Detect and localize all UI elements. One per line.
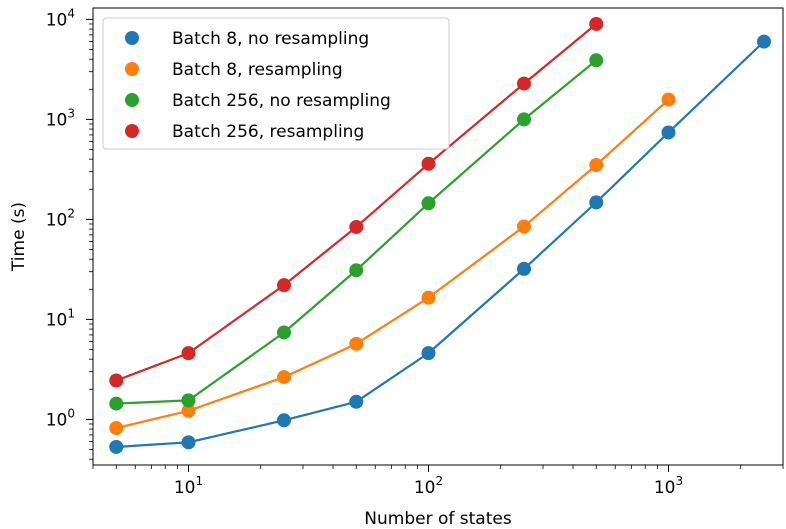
legend-label: Batch 8, no resampling	[172, 29, 369, 49]
data-point	[349, 336, 364, 351]
data-point	[181, 346, 196, 361]
data-point	[589, 157, 604, 172]
data-point	[109, 373, 124, 388]
data-point	[421, 290, 436, 305]
data-point	[661, 125, 676, 140]
legend-marker	[125, 31, 139, 45]
data-point	[756, 34, 771, 49]
series-2	[109, 92, 676, 436]
y-tick-label: 100	[46, 406, 75, 430]
legend-marker	[125, 62, 139, 76]
legend-label: Batch 256, no resampling	[172, 91, 391, 111]
x-tick-label: 103	[654, 474, 683, 498]
legend-box	[102, 17, 450, 150]
data-point	[589, 53, 604, 68]
legend-items: Batch 8, no resampling Batch 8, resamplin…	[125, 29, 391, 142]
series-1	[109, 34, 771, 454]
data-point	[589, 195, 604, 210]
data-point	[517, 76, 532, 91]
data-point	[517, 112, 532, 127]
data-point	[181, 393, 196, 408]
data-point	[277, 325, 292, 340]
y-tick-label: 101	[46, 306, 75, 330]
series-3	[109, 53, 604, 411]
y-tick-label: 104	[46, 6, 75, 30]
legend-label: Batch 8, resampling	[172, 60, 343, 80]
data-point	[421, 156, 436, 171]
data-point	[349, 394, 364, 409]
axes-layer: 101 102 103 100 101 102 103 104	[46, 6, 784, 498]
data-point	[181, 403, 196, 418]
data-point	[517, 219, 532, 234]
series-layer	[109, 16, 771, 454]
data-point	[349, 263, 364, 278]
y-tick-label: 103	[46, 106, 75, 130]
legend-label: Batch 256, resampling	[172, 122, 364, 142]
x-axis-label: Number of states	[364, 509, 512, 529]
data-point	[181, 435, 196, 450]
data-point	[109, 421, 124, 436]
x-tick-label: 102	[414, 474, 443, 498]
plot-frame	[92, 7, 784, 466]
data-point	[109, 439, 124, 454]
data-point	[517, 261, 532, 276]
data-point	[589, 16, 604, 31]
x-tick-label: 101	[174, 474, 203, 498]
series-line	[116, 98, 670, 430]
y-axis-label: Time (s)	[9, 202, 29, 272]
data-point	[349, 219, 364, 234]
data-point	[661, 92, 676, 107]
data-point	[277, 278, 292, 293]
legend-marker	[125, 124, 139, 138]
legend-marker	[125, 93, 139, 107]
y-tick-label: 102	[46, 206, 75, 230]
data-point	[277, 370, 292, 385]
data-point	[421, 346, 436, 361]
legend: Batch 8, no resampling Batch 8, resamplin…	[102, 17, 450, 150]
data-point	[109, 396, 124, 411]
data-point	[421, 196, 436, 211]
series-4	[109, 16, 604, 388]
data-point	[277, 413, 292, 428]
